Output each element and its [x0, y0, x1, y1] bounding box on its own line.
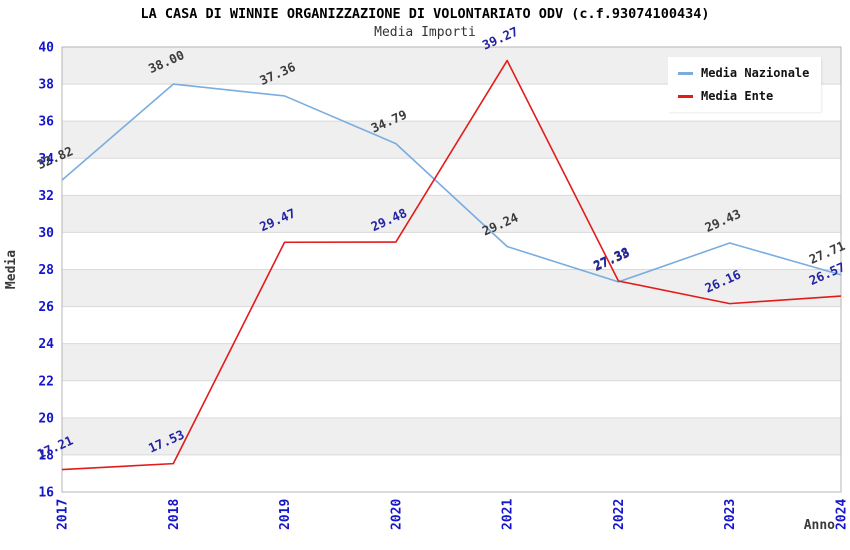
y-tick-label: 24	[38, 337, 54, 352]
series-line-media-ente	[61, 59, 842, 471]
y-axis-title: Media	[4, 250, 19, 289]
y-tick-label: 32	[38, 189, 54, 204]
plot-band	[62, 232, 841, 270]
x-tick-label: 2024	[835, 499, 850, 530]
y-tick-label: 38	[38, 78, 54, 93]
y-tick-label: 36	[38, 115, 54, 130]
plot-band	[62, 417, 841, 455]
y-tick-label: 20	[38, 411, 54, 426]
y-tick-label: 16	[38, 486, 54, 501]
plot-band	[62, 306, 841, 344]
chart-subtitle: Media Importi	[374, 25, 476, 40]
x-tick-label: 2023	[723, 499, 738, 530]
chart-title: LA CASA DI WINNIE ORGANIZZAZIONE DI VOLO…	[140, 6, 710, 22]
plot-band	[62, 158, 841, 196]
legend-item-label: Media Nazionale	[701, 66, 810, 80]
x-tick-label: 2017	[56, 499, 71, 530]
series-line-media-nazionale	[61, 83, 842, 283]
legend-item-media-ente[interactable]: Media Ente	[678, 89, 809, 103]
plot-band	[62, 195, 841, 233]
plot-band	[62, 454, 841, 492]
legend-item-media-nazionale[interactable]: Media Nazionale	[678, 66, 809, 80]
x-axis-title: Anno	[804, 518, 835, 533]
y-tick-label: 18	[38, 448, 54, 463]
y-tick-label: 22	[38, 374, 54, 389]
x-tick-label: 2018	[167, 499, 182, 530]
legend-line-swatch-icon	[678, 94, 693, 98]
y-tick-label: 30	[38, 226, 54, 241]
x-tick-label: 2022	[612, 499, 627, 530]
y-tick-label: 26	[38, 300, 54, 315]
legend-line-swatch-icon	[678, 71, 693, 75]
y-tick-label: 28	[38, 263, 54, 278]
x-tick-label: 2021	[501, 499, 516, 530]
x-tick-label: 2020	[389, 499, 404, 530]
y-tick-label: 40	[38, 41, 54, 56]
plot-band	[62, 343, 841, 381]
plot-border	[61, 46, 842, 493]
y-tick-label: 34	[38, 152, 54, 167]
plot-band	[62, 380, 841, 418]
legend-item-label: Media Ente	[701, 89, 774, 103]
x-tick-label: 2019	[278, 499, 293, 530]
legend: Media Nazionale Media Ente	[668, 57, 822, 112]
